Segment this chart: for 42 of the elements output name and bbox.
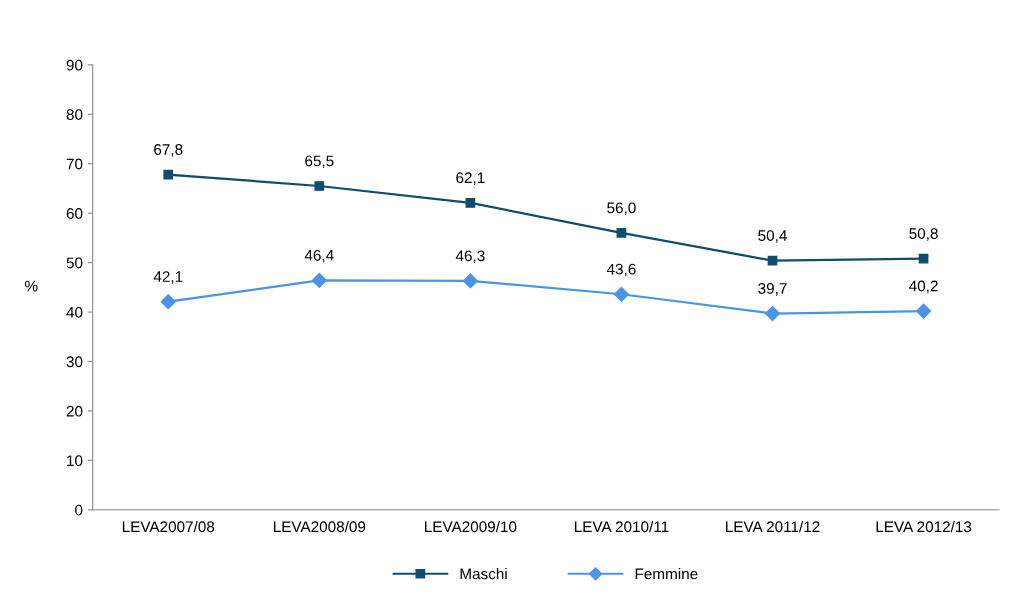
data-label: 39,7	[758, 283, 787, 296]
x-tick-label: LEVA2007/08	[122, 520, 215, 533]
data-label: 50,4	[758, 230, 787, 243]
data-label: 50,8	[909, 228, 938, 241]
point	[163, 169, 174, 180]
data-label: 40,2	[909, 280, 938, 294]
point	[613, 286, 630, 302]
legend-label: Maschi	[460, 568, 507, 580]
y-axis-title: %	[25, 280, 38, 292]
x-tick-label: LEVA2009/10	[425, 520, 517, 533]
point	[915, 303, 932, 319]
point	[764, 305, 781, 322]
x-tick-label: LEVA 2010/11	[574, 520, 669, 533]
y-tick-label: 20	[66, 405, 83, 417]
point	[314, 181, 325, 191]
point	[465, 197, 476, 208]
data-label: 46,4	[304, 249, 334, 263]
data-label: 62,1	[456, 172, 485, 185]
point	[462, 273, 478, 289]
y-tick-label: 80	[66, 109, 83, 120]
y-tick-label: 70	[66, 158, 83, 170]
y-tick-label: 60	[66, 208, 83, 219]
point	[918, 253, 929, 264]
data-label: 43,6	[606, 263, 636, 277]
data-label: 46,3	[455, 250, 485, 264]
point	[311, 272, 327, 288]
x-tick-label: LEVA 2011/12	[726, 520, 820, 533]
legend-label: Femmine	[635, 568, 698, 580]
data-label: 67,8	[154, 144, 183, 157]
point	[616, 228, 627, 238]
y-tick-label: 90	[66, 59, 83, 71]
y-tick-label: 10	[67, 455, 83, 467]
y-tick-label: 40	[66, 306, 83, 318]
y-tick-label: 0	[75, 504, 83, 516]
data-label: 65,5	[305, 155, 334, 169]
y-tick-label: 50	[66, 257, 83, 269]
point	[160, 294, 176, 310]
x-tick-label: LEVA2008/09	[273, 520, 366, 533]
y-tick-label: 30	[66, 356, 83, 368]
data-label: 42,1	[153, 271, 183, 284]
x-tick-label: LEVA 2012/13	[876, 520, 972, 533]
data-label: 56,0	[607, 202, 636, 216]
